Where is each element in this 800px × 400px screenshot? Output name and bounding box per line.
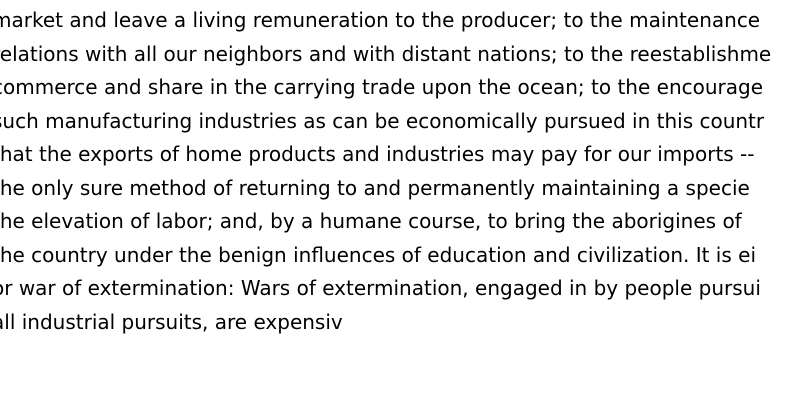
document-text-block: market and leave a living remuneration t… <box>0 4 771 339</box>
text-line: the only sure method of returning to and… <box>0 175 750 200</box>
text-line: the country under the benign influences … <box>0 242 757 267</box>
text-line: that the exports of home products and in… <box>0 142 755 166</box>
text-line: all industrial pursuits, are expensiv <box>0 309 343 334</box>
text-line: commerce and share in the carrying trade… <box>0 75 764 99</box>
text-line: or war of extermination: Wars of extermi… <box>0 276 761 300</box>
text-line: the elevation of labor; and, by a humane… <box>0 209 742 233</box>
text-line: such manufacturing industries as can be … <box>0 108 765 133</box>
text-line: market and leave a living remuneration t… <box>0 8 761 32</box>
text-line: relations with all our neighbors and wit… <box>0 41 772 66</box>
